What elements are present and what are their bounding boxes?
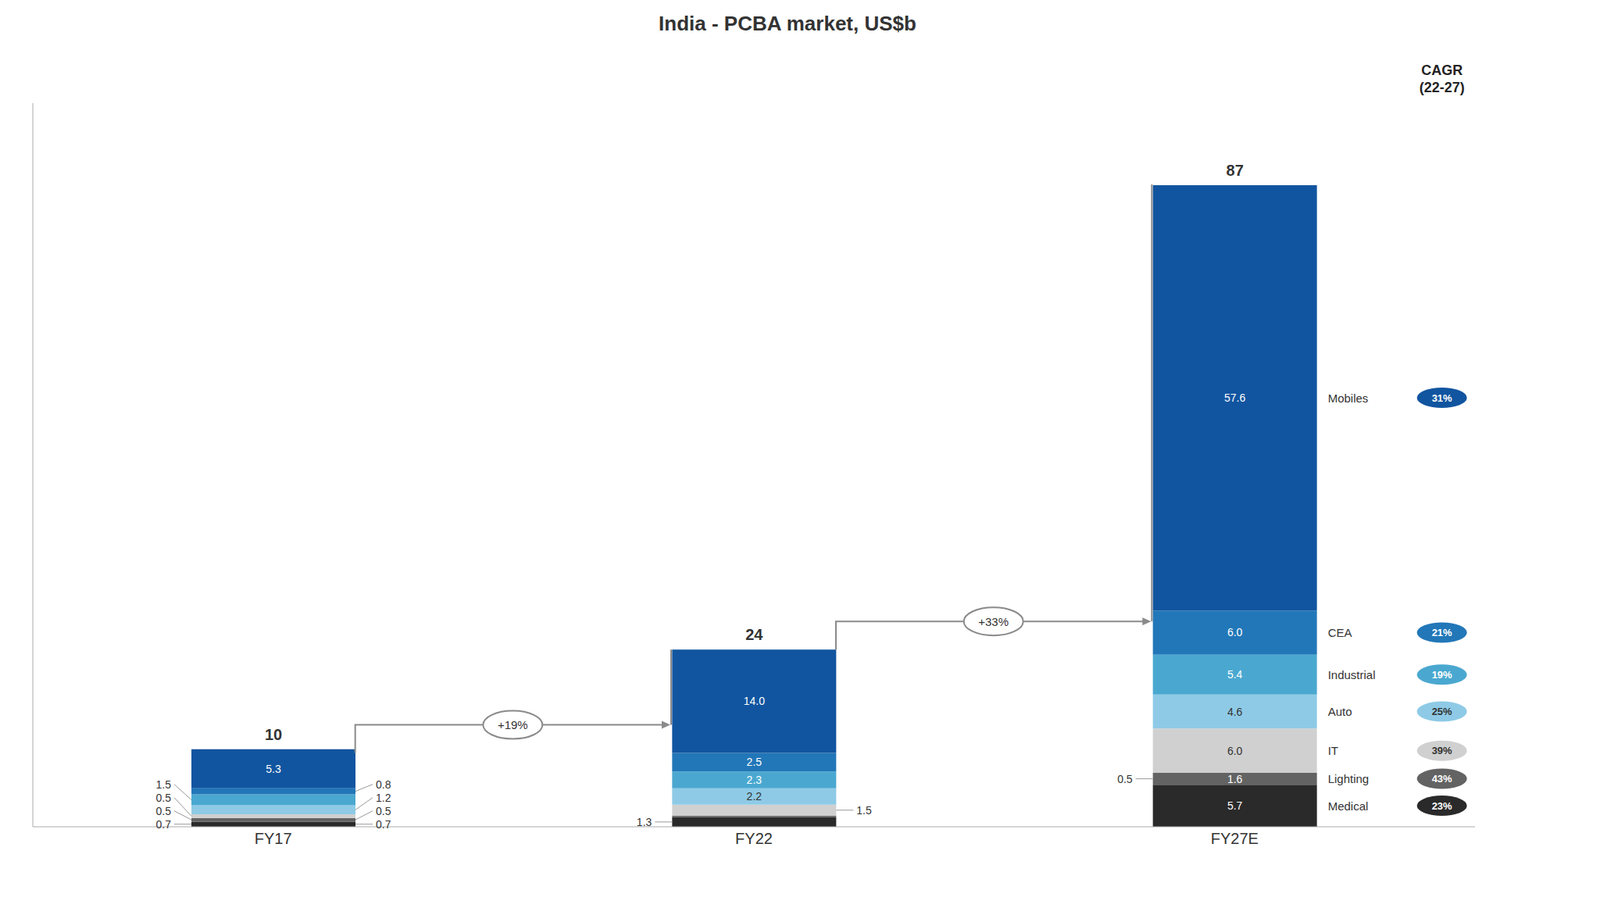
svg-text:Mobiles: Mobiles — [1328, 391, 1369, 405]
svg-text:0.5: 0.5 — [1117, 772, 1133, 786]
svg-text:IT: IT — [1328, 743, 1339, 758]
svg-text:5.4: 5.4 — [1227, 667, 1243, 681]
svg-text:1.2: 1.2 — [375, 791, 392, 804]
svg-text:FY17: FY17 — [254, 829, 293, 847]
svg-text:23%: 23% — [1432, 800, 1453, 812]
svg-text:6.0: 6.0 — [1227, 744, 1243, 758]
svg-text:Industrial: Industrial — [1328, 667, 1376, 682]
svg-text:4.6: 4.6 — [1227, 705, 1243, 718]
svg-text:24: 24 — [745, 625, 764, 643]
html-text:India - PCBA market, US$b: India - PCBA market, US$b — [658, 11, 917, 36]
svg-text:31%: 31% — [1432, 392, 1453, 404]
svg-text:1.5: 1.5 — [156, 778, 172, 791]
svg-text:0.7: 0.7 — [156, 817, 172, 831]
svg-text:5.3: 5.3 — [265, 762, 282, 775]
svg-text:39%: 39% — [1432, 744, 1453, 757]
svg-text:2.3: 2.3 — [746, 773, 763, 786]
svg-text:57.6: 57.6 — [1224, 391, 1246, 404]
svg-text:2.5: 2.5 — [746, 755, 763, 768]
svg-text:1.3: 1.3 — [636, 815, 653, 829]
svg-text:FY27E: FY27E — [1210, 829, 1259, 847]
svg-text:0.5: 0.5 — [156, 804, 172, 818]
svg-text:0.7: 0.7 — [375, 817, 392, 831]
svg-text:14.0: 14.0 — [743, 694, 765, 708]
svg-text:Medical: Medical — [1328, 799, 1369, 813]
svg-text:1.6: 1.6 — [1227, 772, 1243, 786]
svg-text:43%: 43% — [1432, 772, 1453, 785]
svg-text:0.5: 0.5 — [375, 804, 392, 818]
svg-text:1.5: 1.5 — [856, 803, 872, 817]
svg-text:25%: 25% — [1432, 705, 1453, 718]
svg-text:CEA: CEA — [1328, 625, 1353, 640]
svg-text:87: 87 — [1226, 161, 1244, 179]
svg-text:2.2: 2.2 — [746, 789, 763, 803]
svg-text:10: 10 — [264, 725, 283, 743]
svg-text:6.0: 6.0 — [1227, 625, 1243, 639]
svg-text:+33%: +33% — [978, 614, 1009, 629]
svg-text:CAGR: CAGR — [1421, 62, 1463, 79]
svg-text:Lighting: Lighting — [1328, 771, 1370, 786]
svg-text:0.5: 0.5 — [156, 791, 172, 804]
svg-text:FY22: FY22 — [735, 829, 773, 847]
svg-text:+19%: +19% — [497, 717, 529, 732]
svg-text:21%: 21% — [1432, 626, 1453, 639]
svg-text:(22-27): (22-27) — [1419, 79, 1465, 96]
svg-text:Auto: Auto — [1328, 704, 1353, 718]
svg-text:0.8: 0.8 — [375, 778, 392, 791]
svg-text:19%: 19% — [1432, 668, 1453, 681]
svg-text:5.7: 5.7 — [1227, 799, 1243, 812]
